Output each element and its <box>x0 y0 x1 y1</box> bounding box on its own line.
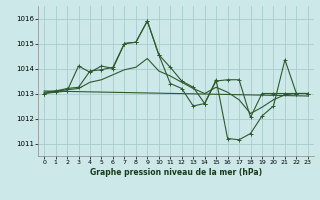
X-axis label: Graphe pression niveau de la mer (hPa): Graphe pression niveau de la mer (hPa) <box>90 168 262 177</box>
